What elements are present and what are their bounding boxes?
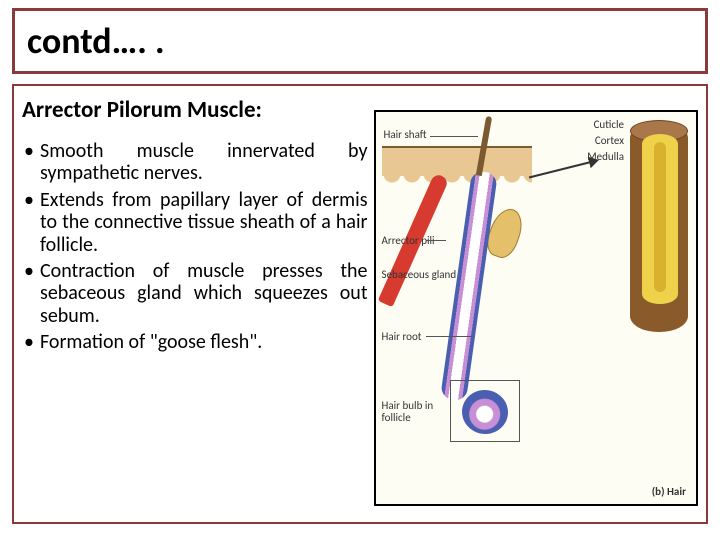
- diagram-caption-b: (b) Hair: [652, 485, 686, 498]
- title-box: contd…. .: [12, 8, 708, 74]
- subtitle: Arrector Pilorum Muscle:: [22, 96, 368, 124]
- epidermis-layer: [382, 146, 532, 176]
- label-hair-root: Hair root: [382, 330, 422, 343]
- label-hair-bulb: Hair bulb in follicle: [382, 400, 442, 424]
- bullet-item: Contraction of muscle presses the sebace…: [22, 260, 368, 327]
- leader-line: [426, 336, 472, 337]
- bullet-item: Smooth muscle innervated by sympathetic …: [22, 140, 368, 185]
- label-hair-shaft: Hair shaft: [384, 128, 427, 141]
- bullet-item: Extends from papillary layer of dermis t…: [22, 189, 368, 256]
- bullet-item: Formation of "goose flesh".: [22, 331, 368, 353]
- bullet-list: Smooth muscle innervated by sympathetic …: [22, 140, 368, 354]
- epidermis-scallop: [382, 174, 532, 188]
- bulb-highlight-box: [450, 380, 520, 442]
- label-cuticle: Cuticle: [594, 118, 624, 131]
- content-box: Arrector Pilorum Muscle: Smooth muscle i…: [12, 84, 708, 524]
- text-column: Arrector Pilorum Muscle: Smooth muscle i…: [22, 96, 374, 512]
- follicle-shape: [440, 170, 498, 401]
- diagram-column: Hair shaft Arrector pili Sebaceous gland…: [374, 96, 698, 512]
- label-sebaceous-gland: Sebaceous gland: [382, 268, 457, 281]
- leader-line: [426, 240, 446, 241]
- label-medulla: Medulla: [587, 150, 624, 163]
- leader-line: [430, 136, 478, 137]
- label-cortex: Cortex: [595, 134, 624, 147]
- medulla-shape: [654, 142, 666, 292]
- hair-follicle-diagram: Hair shaft Arrector pili Sebaceous gland…: [374, 110, 698, 506]
- slide-title: contd…. .: [27, 19, 693, 63]
